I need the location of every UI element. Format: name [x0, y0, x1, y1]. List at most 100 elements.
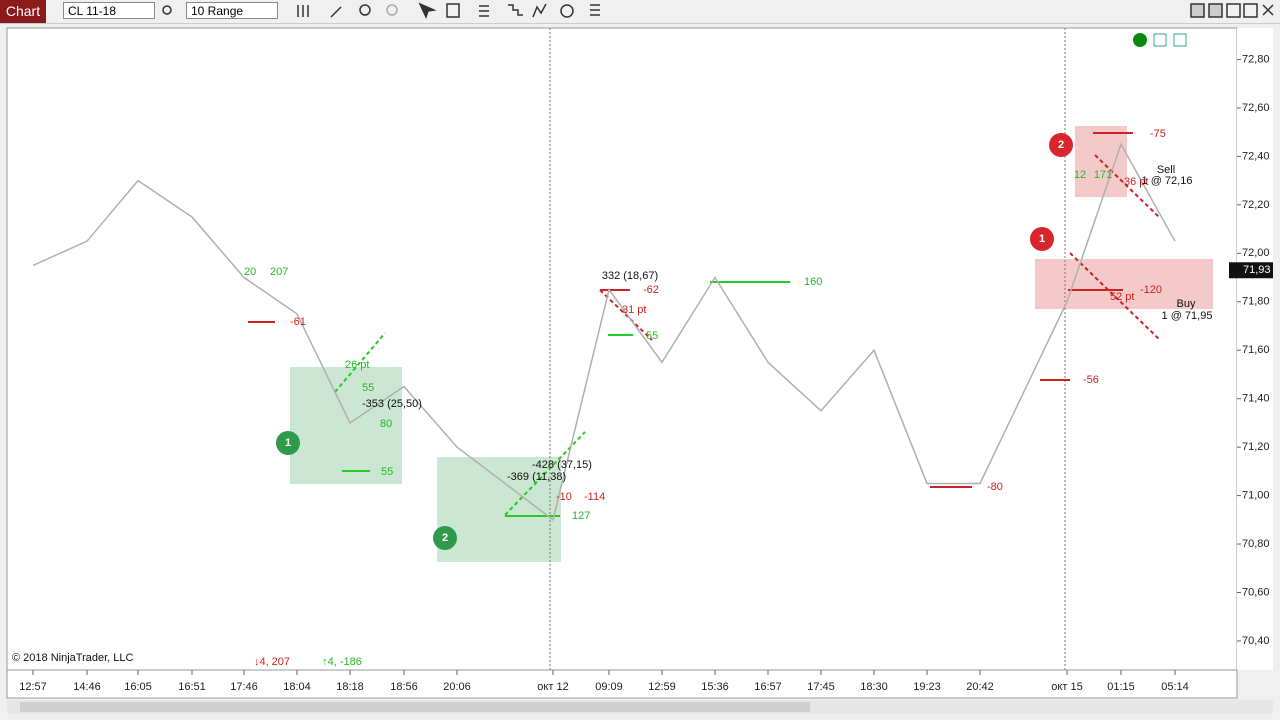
x-tick-label: 15:36	[701, 681, 729, 693]
trend-arrow	[334, 332, 386, 393]
annotation: -61	[290, 316, 306, 328]
trend-arrow	[504, 431, 586, 516]
pointer-icon[interactable]	[418, 2, 437, 20]
marker	[1049, 133, 1073, 157]
x-tick-label: 17:46	[230, 681, 258, 693]
y-tick-label: 72,40	[1242, 150, 1270, 162]
annotation: -114	[584, 491, 605, 503]
plot-area	[6, 27, 1238, 671]
annotation: 52 pt	[1110, 291, 1134, 303]
toolbar: Chart CL 11-18 10 Range	[0, 0, 1280, 24]
annotation: 127	[572, 510, 590, 522]
annotation: Sell	[1157, 164, 1175, 176]
last-price-label: 71,93	[1243, 264, 1271, 276]
indicator-icon[interactable]	[532, 3, 547, 18]
period-select[interactable]: 10 Range	[186, 2, 278, 19]
chart: 72,80 72,60 72,40 72,20 72,00 71,80 71,60 71,40…	[6, 27, 1273, 714]
annotation: -75	[1150, 128, 1166, 140]
y-tick-label: 72,00	[1242, 247, 1270, 259]
annotation: © 2018 NinjaTrader, LLC	[12, 652, 133, 664]
y-tick-label: 71,00	[1242, 489, 1270, 501]
refresh-icon[interactable]	[560, 4, 574, 18]
y-tick-label: 71,80	[1242, 296, 1270, 308]
y-tick-label: 72,80	[1242, 53, 1270, 65]
annotation: 55	[362, 382, 374, 394]
annotation: 20	[244, 266, 256, 278]
x-tick-label: 14:46	[73, 681, 101, 693]
annotation: 1	[285, 437, 291, 449]
panel-icon[interactable]	[1173, 33, 1187, 47]
x-tick-label: 18:56	[390, 681, 418, 693]
price-axis	[1237, 28, 1273, 670]
draw-icon[interactable]	[330, 6, 342, 18]
instrument-select[interactable]: CL 11-18	[63, 2, 155, 19]
annotation: ↑4, -186	[322, 656, 362, 668]
x-tick-label: 18:30	[860, 681, 888, 693]
x-tick-label: 05:14	[1161, 681, 1189, 693]
x-tick-label: 12:59	[648, 681, 676, 693]
annotation: 1 @ 71,95	[1162, 310, 1213, 322]
annotation: 55	[381, 466, 393, 478]
x-tick-label: 16:51	[178, 681, 206, 693]
y-tick-label: 71,40	[1242, 393, 1270, 405]
menu-icon[interactable]	[590, 4, 600, 16]
annotation: 36 pt	[1124, 176, 1148, 188]
y-tick-label: 70,80	[1242, 538, 1270, 550]
annotation: -428 (37,15)	[532, 459, 592, 471]
x-tick-label: окт 12	[537, 681, 568, 693]
tile-btn[interactable]	[1190, 3, 1205, 18]
x-tick-label: 12:57	[19, 681, 47, 693]
x-tick-label: 09:09	[595, 681, 623, 693]
zoom-out-icon[interactable]	[386, 4, 398, 16]
bars-icon[interactable]	[297, 5, 309, 17]
x-tick-label: 20:42	[966, 681, 994, 693]
x-tick-label: 18:04	[283, 681, 311, 693]
y-tick-label: 70,40	[1242, 635, 1270, 647]
annotation: 2	[442, 532, 448, 544]
y-tick-label: 72,20	[1242, 199, 1270, 211]
annotation: -80	[987, 481, 1003, 493]
last-price-badge	[1229, 262, 1273, 279]
tile-btn[interactable]	[1208, 3, 1223, 18]
annotation: 1	[1039, 233, 1045, 245]
annotation: 31 pt	[622, 304, 646, 316]
price-line	[32, 142, 1176, 522]
level-line	[342, 281, 790, 517]
x-tick-label: 19:23	[913, 681, 941, 693]
x-tick-label: 16:57	[754, 681, 782, 693]
annotation: 332 (18,67)	[602, 270, 658, 282]
annotation: -62	[643, 284, 659, 296]
maximize-btn[interactable]	[1243, 3, 1258, 18]
zone-box	[290, 367, 402, 484]
x-tick-label: 16:05	[124, 681, 152, 693]
trend-arrow	[599, 289, 653, 341]
annotation: Buy	[1177, 298, 1196, 310]
zoom-in-icon[interactable]	[359, 4, 371, 16]
annotation: -353 (25,50)	[362, 398, 422, 410]
annotation: -369 (11,38)	[507, 471, 566, 483]
toolbar-icons	[162, 2, 1274, 20]
annotation: 171	[1094, 169, 1112, 181]
window-title: Chart	[0, 0, 46, 23]
y-tick-label: 71,20	[1242, 441, 1270, 453]
search-icon[interactable]	[162, 5, 172, 15]
annotation: -56	[1083, 374, 1099, 386]
annotation: 12	[1074, 169, 1086, 181]
x-tick-label: 01:15	[1107, 681, 1135, 693]
annotation: 2	[1058, 139, 1064, 151]
annotation: 26 pt	[345, 359, 369, 371]
minimize-btn[interactable]	[1226, 3, 1241, 18]
annotation: 80	[380, 418, 392, 430]
level-line	[248, 132, 1133, 488]
close-btn[interactable]	[1262, 4, 1274, 16]
annotation: 160	[804, 276, 822, 288]
panel-icon[interactable]	[1153, 33, 1167, 47]
data-box-icon[interactable]	[446, 3, 460, 18]
marker	[1030, 227, 1054, 251]
strategy-icon[interactable]	[508, 4, 523, 16]
properties-icon[interactable]	[479, 5, 489, 17]
scroll-thumb[interactable]	[20, 702, 810, 712]
annotation: -120	[1140, 284, 1162, 296]
annotation: ↓4, 207	[254, 656, 290, 668]
